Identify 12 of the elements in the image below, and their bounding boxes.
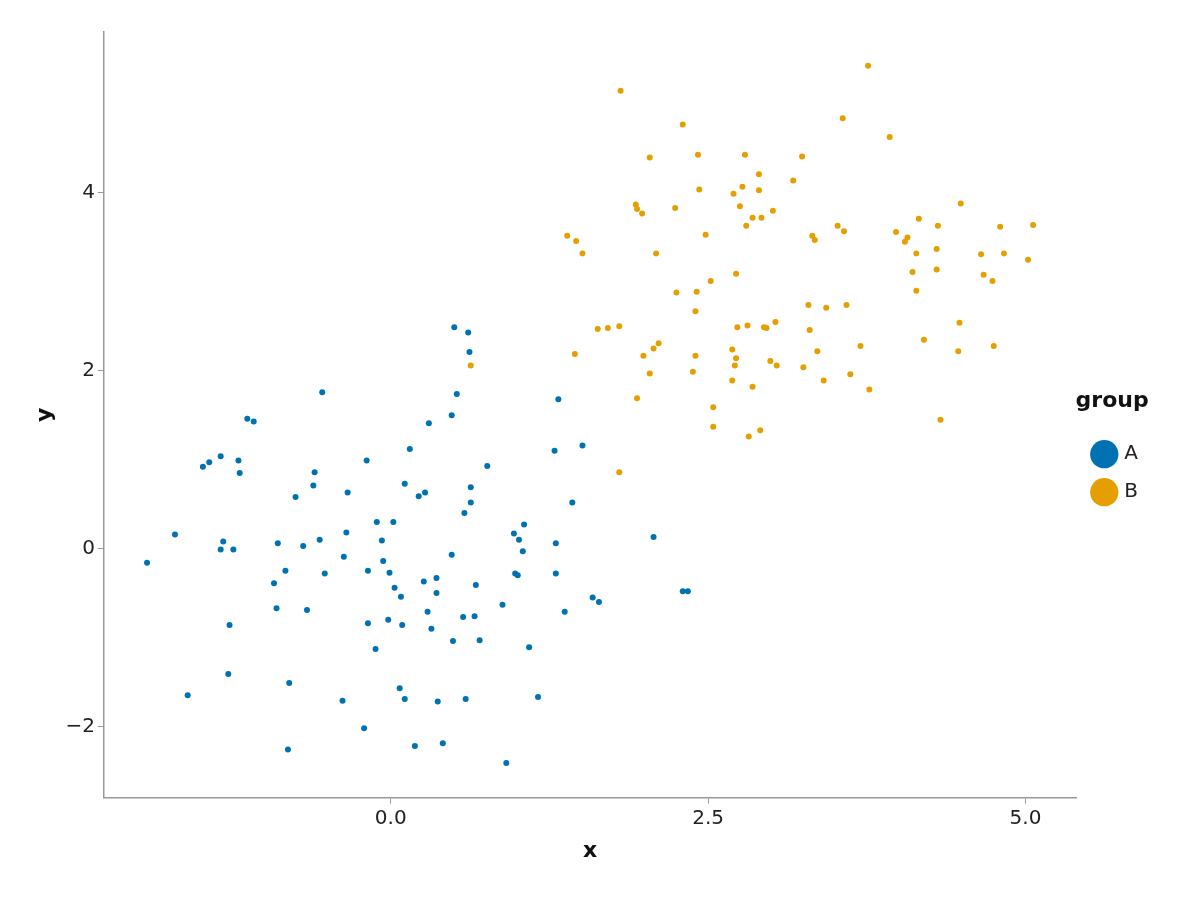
x-tick-label: 2.5 <box>692 804 725 829</box>
x-tick-label: 0.0 <box>374 804 407 829</box>
x-axis-title: x <box>582 836 598 862</box>
legend-label: B <box>1124 478 1139 503</box>
legend-label: A <box>1124 440 1139 465</box>
y-tick-label: 2 <box>82 356 95 381</box>
y-tick-label: 0 <box>82 534 95 559</box>
y-axis-title: y <box>30 407 56 422</box>
legend-title: group <box>1075 386 1149 412</box>
x-tick-label: 5.0 <box>1009 804 1042 829</box>
y-tick-label: 4 <box>82 179 95 204</box>
y-tick-label: −2 <box>65 712 95 737</box>
